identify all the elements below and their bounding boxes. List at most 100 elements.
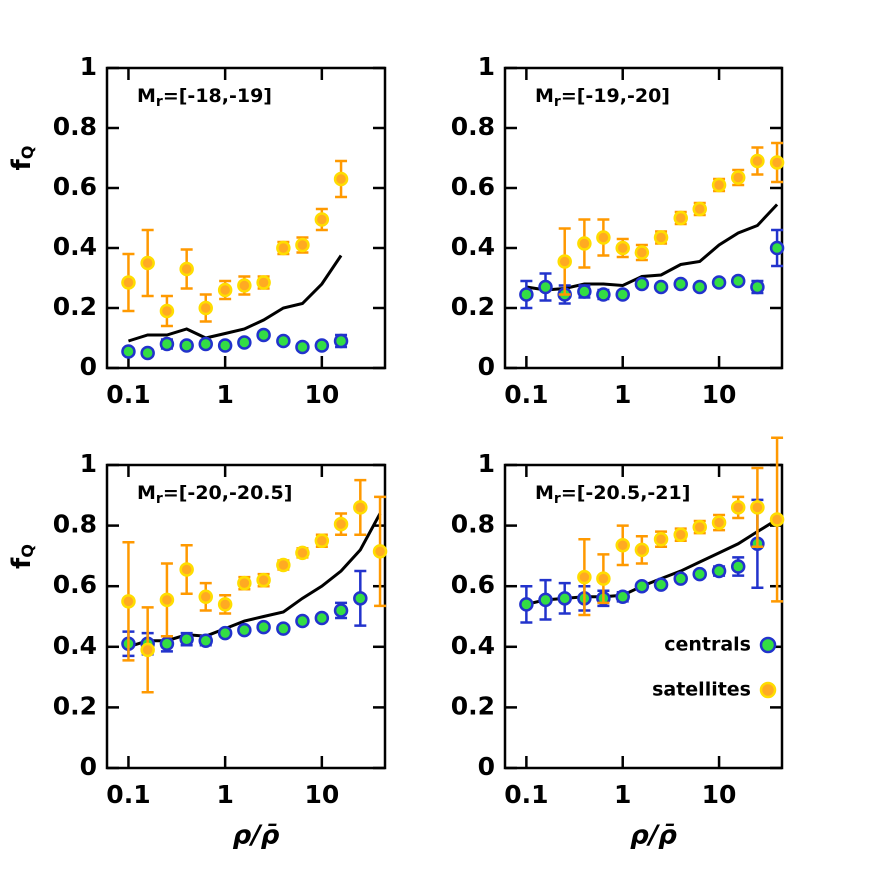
data-point bbox=[634, 542, 650, 558]
y-tick-label: 0.8 bbox=[53, 510, 97, 539]
data-point bbox=[577, 284, 592, 299]
data-point bbox=[198, 336, 213, 352]
plot-frame bbox=[105, 463, 387, 770]
data-point bbox=[769, 155, 785, 170]
y-tick-label: 1 bbox=[478, 449, 495, 478]
data-point bbox=[159, 303, 175, 319]
data-point bbox=[140, 642, 155, 658]
data-point bbox=[276, 240, 291, 256]
y-tick-label: 1 bbox=[80, 449, 97, 478]
y-tick-label: 1 bbox=[478, 52, 495, 81]
data-point bbox=[353, 500, 368, 515]
label-base: f bbox=[7, 158, 37, 170]
data-point bbox=[217, 338, 233, 353]
data-point bbox=[615, 589, 630, 605]
data-point bbox=[333, 333, 349, 349]
legend-marker bbox=[759, 681, 777, 699]
plot-frame bbox=[105, 66, 387, 370]
plot-frame bbox=[503, 66, 784, 370]
data-point bbox=[615, 240, 630, 256]
label-subscript: r bbox=[554, 491, 561, 507]
label-subscript: Q bbox=[18, 146, 37, 160]
data-point bbox=[711, 275, 727, 290]
y-tick-label: 0.8 bbox=[53, 112, 97, 141]
label-base: f bbox=[7, 557, 37, 569]
data-point bbox=[730, 273, 746, 289]
x-tick-label: 10 bbox=[702, 380, 737, 409]
data-point bbox=[276, 333, 291, 349]
data-point bbox=[711, 177, 727, 193]
x-tick-label: 0.1 bbox=[504, 380, 548, 409]
data-point bbox=[198, 589, 213, 605]
x-tick-label: 10 bbox=[304, 780, 339, 809]
label-symbol: M bbox=[137, 482, 156, 504]
y-tick-label: 0.2 bbox=[53, 292, 97, 321]
trend-line bbox=[526, 203, 779, 292]
data-point bbox=[121, 275, 136, 290]
data-point bbox=[256, 275, 271, 290]
y-tick-label: 0.4 bbox=[451, 232, 495, 261]
data-point bbox=[634, 245, 650, 260]
data-point bbox=[314, 338, 330, 353]
data-point bbox=[314, 212, 330, 227]
data-point bbox=[256, 572, 271, 588]
data-point bbox=[711, 563, 727, 579]
y-tick-label: 0.2 bbox=[451, 292, 495, 321]
data-point bbox=[237, 575, 252, 591]
panel: 0 0.2 0.4 0.6 0.8 1 0.1 1 10 Mr=[-20.5,-21] ρ/ρ̄ ce… bbox=[451, 436, 785, 851]
y-tick-label: 0.8 bbox=[451, 510, 495, 539]
panel-label: Mr=[-20.5,-21] bbox=[535, 482, 690, 508]
data-point bbox=[333, 171, 349, 187]
data-point bbox=[295, 237, 310, 253]
data-point bbox=[596, 287, 611, 302]
legend-label: satellites bbox=[652, 679, 751, 701]
data-point bbox=[140, 345, 155, 361]
panel-label: Mr=[-18,-19] bbox=[137, 85, 272, 111]
data-point bbox=[730, 500, 746, 515]
x-tick-label: 10 bbox=[702, 780, 737, 809]
data-point bbox=[769, 512, 785, 527]
data-point bbox=[237, 278, 252, 293]
data-point bbox=[198, 300, 213, 316]
data-point bbox=[159, 336, 175, 352]
y-tick-label: 0 bbox=[80, 352, 97, 381]
data-point bbox=[750, 500, 765, 515]
label-subscript: r bbox=[156, 94, 163, 110]
data-point bbox=[295, 339, 310, 355]
data-point bbox=[769, 240, 785, 256]
data-point bbox=[615, 287, 630, 302]
data-point bbox=[256, 619, 271, 635]
y-tick-label: 0 bbox=[80, 752, 97, 781]
data-point bbox=[519, 597, 534, 612]
x-tick-label: 10 bbox=[304, 380, 339, 409]
y-tick-label: 0 bbox=[478, 352, 495, 381]
x-tick-label: 0.1 bbox=[504, 780, 548, 809]
data-point bbox=[198, 633, 213, 648]
data-point bbox=[692, 519, 707, 535]
y-axis-label: fQ bbox=[7, 544, 37, 569]
panel: 0 0.2 0.4 0.6 0.8 1 0.1 1 10 Mr=[-19,-20] bbox=[451, 52, 785, 409]
data-point bbox=[711, 515, 727, 530]
data-point bbox=[634, 276, 650, 292]
data-point bbox=[179, 338, 194, 353]
y-tick-label: 0.2 bbox=[53, 691, 97, 720]
data-point bbox=[730, 559, 746, 574]
data-point bbox=[217, 597, 233, 612]
data-point bbox=[577, 236, 592, 251]
data-point bbox=[615, 538, 630, 553]
data-point bbox=[538, 592, 553, 608]
data-point bbox=[179, 631, 194, 647]
data-point bbox=[237, 622, 252, 638]
y-tick-label: 0.6 bbox=[53, 570, 97, 599]
data-point bbox=[159, 592, 175, 608]
data-point bbox=[653, 279, 669, 295]
label-range: =[-19,-20] bbox=[561, 85, 670, 107]
data-point bbox=[692, 279, 707, 295]
data-point bbox=[538, 279, 553, 295]
x-tick-label: 0.1 bbox=[106, 780, 150, 809]
data-point bbox=[557, 254, 572, 269]
data-point bbox=[333, 603, 349, 618]
data-point bbox=[295, 613, 310, 629]
data-point bbox=[295, 545, 310, 561]
